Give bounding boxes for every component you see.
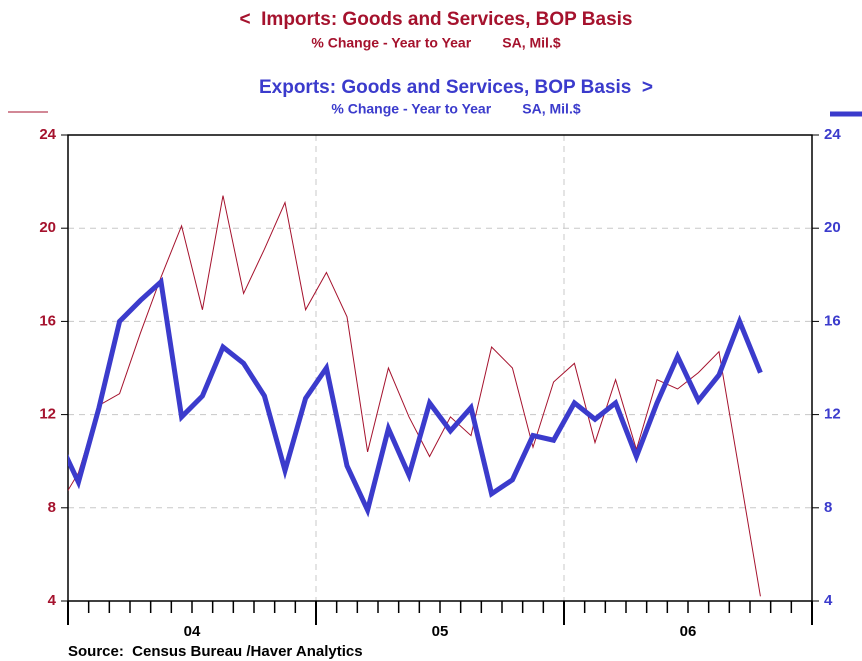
y2-tick-label: 8 [824, 499, 832, 516]
y-tick-label: 20 [39, 219, 56, 236]
source: Source: Census Bureau /Haver Analytics [68, 643, 363, 660]
y-tick-label: 12 [39, 406, 56, 423]
y-tick-label: 8 [48, 499, 56, 516]
y-tick-label: 4 [48, 592, 57, 609]
exports-subtitle: % Change - Year to Year SA, Mil.$ [331, 101, 580, 117]
exports-title: Exports: Goods and Services, BOP Basis > [259, 77, 653, 98]
imports-title: < Imports: Goods and Services, BOP Basis [240, 9, 633, 30]
y2-tick-label: 16 [824, 312, 841, 329]
x-tick-label: 06 [680, 623, 697, 640]
y2-tick-label: 12 [824, 406, 841, 423]
x-tick-label: 04 [184, 623, 201, 640]
imports-subtitle: % Change - Year to Year SA, Mil.$ [311, 35, 560, 51]
y-tick-label: 24 [39, 126, 56, 143]
y2-tick-label: 4 [824, 592, 833, 609]
y2-tick-label: 20 [824, 219, 841, 236]
y2-tick-label: 24 [824, 126, 841, 143]
y-tick-label: 16 [39, 312, 56, 329]
series-line [68, 276, 763, 518]
x-tick-label: 05 [432, 623, 449, 640]
series-line [68, 195, 761, 597]
plot-frame [67, 134, 813, 602]
